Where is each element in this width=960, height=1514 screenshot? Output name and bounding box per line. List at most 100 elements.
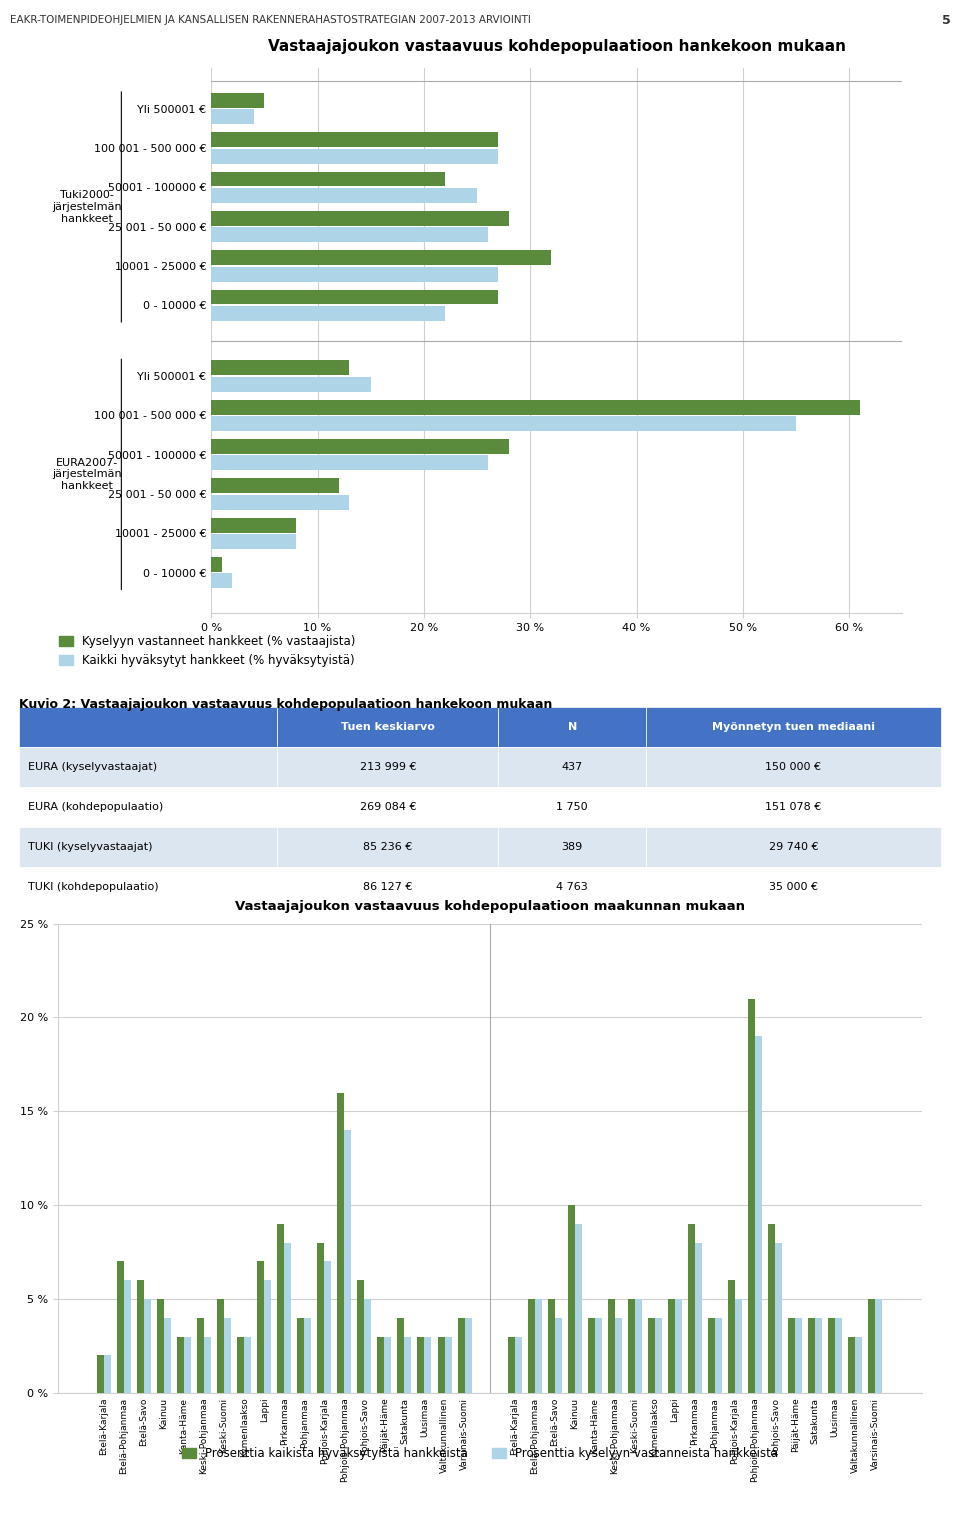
Bar xyxy=(211,574,232,589)
Bar xyxy=(588,1317,595,1393)
Bar xyxy=(756,1036,762,1393)
FancyBboxPatch shape xyxy=(646,787,941,827)
Bar xyxy=(748,999,756,1393)
Bar xyxy=(298,1317,304,1393)
Bar xyxy=(775,1243,782,1393)
Text: 86 127 €: 86 127 € xyxy=(363,883,413,892)
Bar xyxy=(655,1317,661,1393)
Bar xyxy=(144,1299,151,1393)
Bar xyxy=(418,1337,424,1393)
Bar xyxy=(508,1337,515,1393)
Bar xyxy=(337,1093,345,1393)
Bar xyxy=(211,148,498,164)
Bar xyxy=(211,495,349,510)
Bar xyxy=(614,1317,622,1393)
Text: 35 000 €: 35 000 € xyxy=(769,883,818,892)
Text: N: N xyxy=(567,722,577,733)
Bar xyxy=(157,1299,164,1393)
Bar xyxy=(648,1317,655,1393)
Bar xyxy=(688,1223,695,1393)
Bar xyxy=(424,1337,431,1393)
Bar xyxy=(211,132,498,147)
Bar xyxy=(211,518,297,533)
Bar xyxy=(211,377,371,392)
Bar xyxy=(124,1281,131,1393)
Legend: Kyselyyn vastanneet hankkeet (% vastaajista), Kaikki hyväksytyt hankkeet (% hyvä: Kyselyyn vastanneet hankkeet (% vastaaji… xyxy=(54,630,360,672)
FancyBboxPatch shape xyxy=(498,748,646,787)
Bar xyxy=(735,1299,742,1393)
Legend: Prosenttia kaikista hyväksytyistä hankkeista, Prosenttia kyselyyn vastanneista h: Prosenttia kaikista hyväksytyistä hankke… xyxy=(177,1443,783,1464)
FancyBboxPatch shape xyxy=(498,868,646,907)
Bar xyxy=(117,1261,124,1393)
Bar xyxy=(197,1317,204,1393)
Bar xyxy=(728,1281,735,1393)
FancyBboxPatch shape xyxy=(498,827,646,868)
Bar xyxy=(808,1317,815,1393)
Bar xyxy=(404,1337,412,1393)
Bar xyxy=(277,1223,284,1393)
Bar xyxy=(567,1205,575,1393)
Bar xyxy=(211,306,445,321)
Bar xyxy=(284,1243,291,1393)
Bar xyxy=(211,289,498,304)
FancyBboxPatch shape xyxy=(19,827,277,868)
Bar xyxy=(815,1317,822,1393)
Text: 389: 389 xyxy=(562,842,583,852)
FancyBboxPatch shape xyxy=(277,787,498,827)
Text: 1 750: 1 750 xyxy=(557,802,588,813)
Bar xyxy=(528,1299,535,1393)
Text: 85 236 €: 85 236 € xyxy=(363,842,413,852)
Text: Myönnetyn tuen mediaani: Myönnetyn tuen mediaani xyxy=(712,722,875,733)
Text: EURA (kohdepopulaatio): EURA (kohdepopulaatio) xyxy=(29,802,163,813)
FancyBboxPatch shape xyxy=(277,748,498,787)
Bar xyxy=(211,400,860,415)
Bar xyxy=(465,1317,471,1393)
Bar xyxy=(211,416,796,431)
Bar xyxy=(715,1317,722,1393)
Bar xyxy=(211,250,551,265)
Bar xyxy=(237,1337,244,1393)
Bar xyxy=(184,1337,191,1393)
Bar xyxy=(849,1337,855,1393)
Title: Vastaajajoukon vastaavuus kohdepopulaatioon hankekoon mukaan: Vastaajajoukon vastaavuus kohdepopulaati… xyxy=(268,39,846,55)
Text: 29 740 €: 29 740 € xyxy=(769,842,818,852)
Text: 213 999 €: 213 999 € xyxy=(360,762,416,772)
FancyBboxPatch shape xyxy=(277,827,498,868)
Bar xyxy=(828,1317,835,1393)
Bar xyxy=(377,1337,384,1393)
Bar xyxy=(365,1299,372,1393)
Bar xyxy=(345,1129,351,1393)
Bar xyxy=(855,1337,862,1393)
Bar xyxy=(211,210,509,226)
Bar xyxy=(608,1299,614,1393)
FancyBboxPatch shape xyxy=(498,707,646,748)
FancyBboxPatch shape xyxy=(646,868,941,907)
Text: EURA (kyselyvastaajat): EURA (kyselyvastaajat) xyxy=(29,762,157,772)
FancyBboxPatch shape xyxy=(19,868,277,907)
Bar xyxy=(515,1337,521,1393)
Bar xyxy=(177,1337,184,1393)
Bar xyxy=(384,1337,392,1393)
Text: 150 000 €: 150 000 € xyxy=(765,762,822,772)
FancyBboxPatch shape xyxy=(19,707,277,748)
FancyBboxPatch shape xyxy=(646,707,941,748)
Bar xyxy=(211,360,349,375)
Text: Kuvio 2: Vastaajajoukon vastaavuus kohdepopulaatioon hankekoon mukaan: Kuvio 2: Vastaajajoukon vastaavuus kohde… xyxy=(19,698,553,712)
Bar xyxy=(708,1317,715,1393)
FancyBboxPatch shape xyxy=(277,868,498,907)
Bar xyxy=(211,557,222,572)
FancyBboxPatch shape xyxy=(646,827,941,868)
Bar xyxy=(211,266,498,282)
Text: 5: 5 xyxy=(942,14,950,27)
Bar xyxy=(324,1261,331,1393)
Bar xyxy=(535,1299,541,1393)
Bar xyxy=(244,1337,252,1393)
Bar xyxy=(876,1299,882,1393)
Bar xyxy=(397,1317,404,1393)
Bar xyxy=(104,1355,111,1393)
Bar xyxy=(211,227,488,242)
Bar xyxy=(137,1281,144,1393)
Bar xyxy=(264,1281,271,1393)
Bar xyxy=(211,534,297,550)
Bar xyxy=(318,1243,324,1393)
